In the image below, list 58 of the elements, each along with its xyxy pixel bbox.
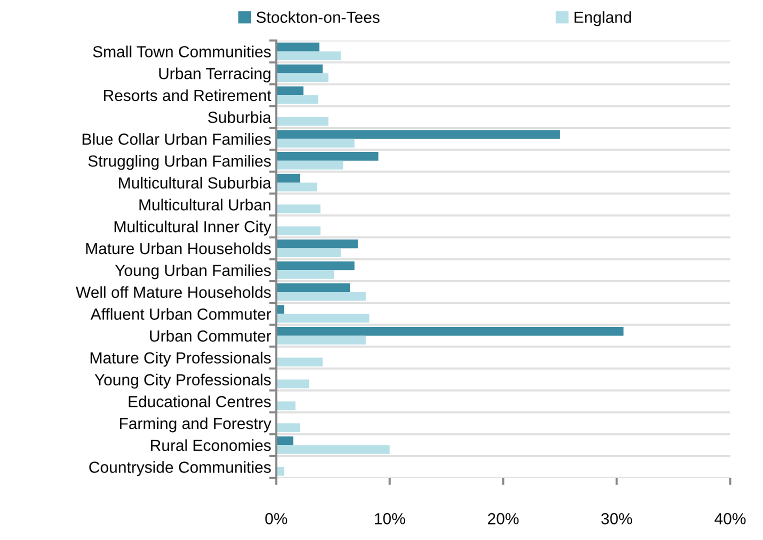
bar [276, 73, 328, 82]
y-tick-label: Rural Economies [151, 439, 271, 452]
y-tick-label: Small Town Communities [93, 46, 271, 58]
bar [276, 358, 323, 366]
y-tick-label: Mature City Professionals [90, 352, 271, 367]
bar [276, 160, 344, 170]
bar [276, 130, 560, 139]
bar [276, 204, 320, 214]
y-tick-label: Mature Urban Households [86, 242, 271, 254]
x-tick-label: 40% [714, 513, 746, 524]
bar [276, 261, 355, 270]
bar [276, 51, 341, 60]
bar [276, 240, 358, 248]
y-tick-label: Urban Commuter [150, 330, 272, 342]
bar [276, 326, 624, 336]
x-tick-label: 0% [265, 513, 288, 524]
y-tick-label: Urban Terracing [159, 68, 270, 82]
bar [276, 117, 328, 126]
y-tick-label: Affluent Urban Commuter [90, 308, 272, 320]
bar [276, 226, 320, 236]
bar [276, 436, 294, 446]
y-tick-label: Young City Professionals [94, 374, 271, 389]
y-tick-label: Well off Mature Households [76, 286, 271, 298]
y-tick-label: Young Urban Families [115, 264, 271, 280]
y-tick-label: Educational Centres [128, 396, 271, 408]
bar [276, 401, 296, 410]
bar [276, 64, 323, 74]
legend-label: England [574, 11, 631, 26]
bar [276, 314, 370, 323]
y-tick-label: Resorts and Retirement [104, 89, 272, 102]
y-tick-label: Countryside Communities [89, 461, 271, 476]
bar [276, 445, 390, 454]
y-tick-label: Multicultural Inner City [114, 220, 272, 236]
bar [276, 42, 320, 52]
bar [276, 270, 334, 279]
bar [276, 152, 378, 161]
bar [276, 305, 284, 314]
bar [276, 248, 341, 258]
y-tick-label: Blue Collar Urban Families [82, 133, 271, 145]
x-tick-label: 10% [374, 513, 406, 524]
bar [276, 283, 350, 292]
y-tick-label: Farming and Forestry [120, 417, 272, 432]
bar [276, 95, 318, 104]
bar [276, 182, 318, 192]
bar [276, 86, 304, 96]
y-tick-label: Multicultural Urban [140, 198, 270, 210]
x-tick-label: 20% [488, 513, 519, 524]
bar [276, 174, 300, 183]
x-tick-label: 30% [601, 513, 632, 524]
bar [276, 423, 300, 432]
bar [276, 292, 366, 301]
bar [276, 379, 310, 388]
bar [276, 138, 355, 148]
y-tick-label: Multicultural Suburbia [119, 176, 272, 189]
y-tick-label: Suburbia [208, 111, 272, 123]
bar [276, 336, 366, 344]
legend-label: Stockton-on-Tees [256, 11, 380, 23]
y-tick-label: Struggling Urban Families [88, 155, 271, 170]
